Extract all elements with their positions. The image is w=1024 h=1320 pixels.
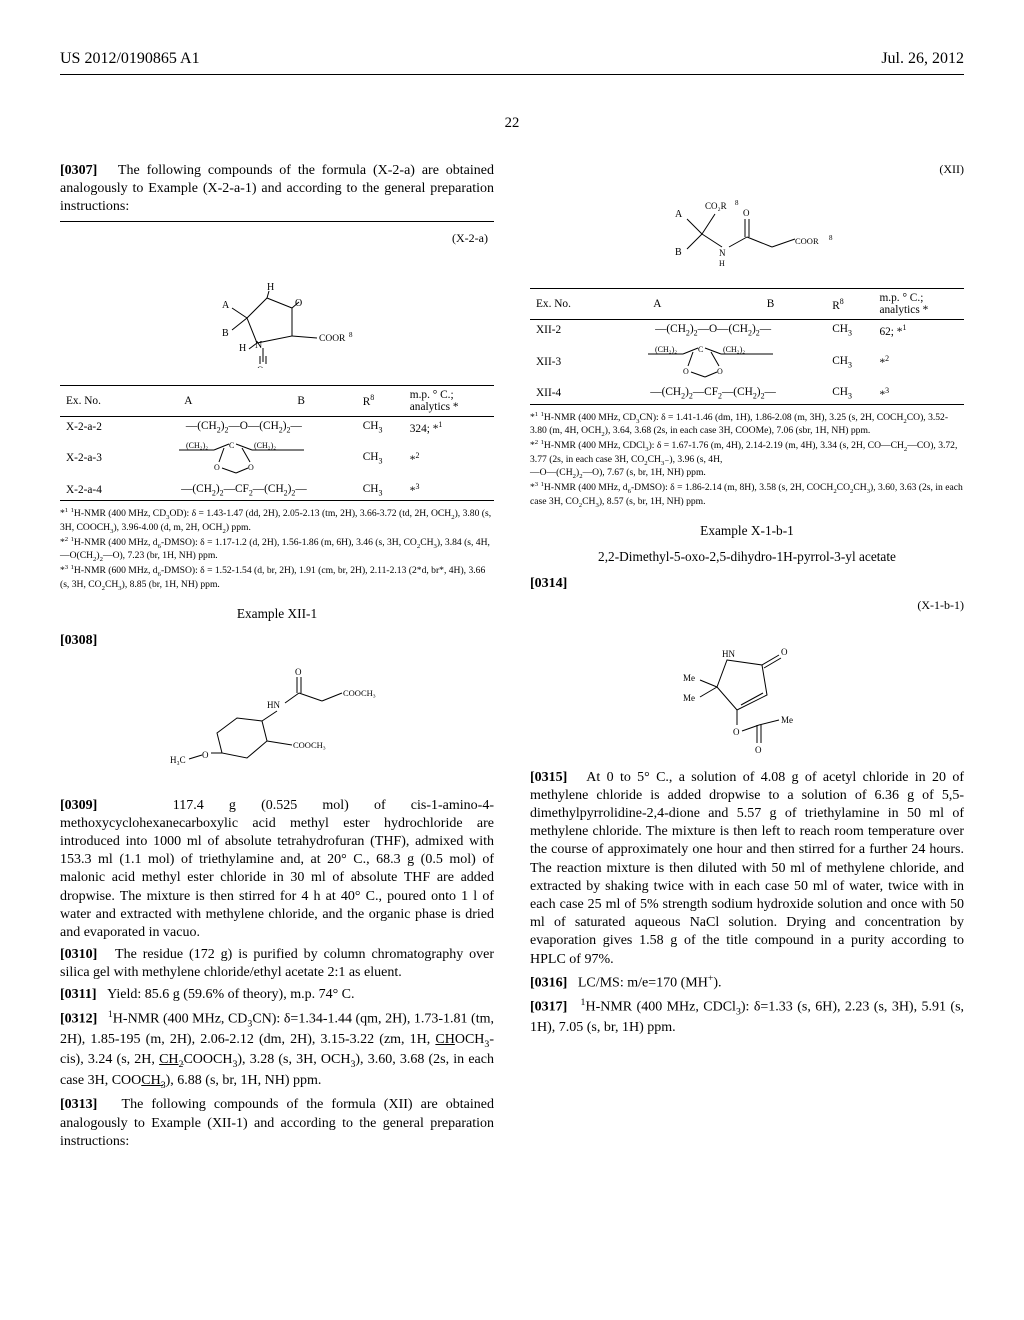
paragraph-0316: [0316] LC/MS: m/e=170 (MH+). xyxy=(530,973,964,993)
svg-text:HN: HN xyxy=(722,649,735,659)
paragraph-0311: [0311] Yield: 85.6 g (59.6% of theory), … xyxy=(60,986,494,1004)
paragraph-0307: [0307] The following compounds of the fo… xyxy=(60,162,494,217)
example-xii1-title: Example XII-1 xyxy=(60,606,494,622)
structure-xii: A B CO₂R 8 N H O xyxy=(530,189,964,278)
th-b: B xyxy=(246,385,357,416)
svg-text:O: O xyxy=(202,750,209,760)
svg-text:8: 8 xyxy=(735,199,739,207)
svg-text:O: O xyxy=(683,367,689,376)
paragraph-0313: [0313] The following compounds of the fo… xyxy=(60,1096,494,1151)
table-xii: Ex. No. A B R8 m.p. ° C.;analytics * XII… xyxy=(530,288,964,405)
cell-ab: —(CH2)2—CF2—(CH2)2— xyxy=(131,479,357,500)
svg-text:H₃C: H₃C xyxy=(170,755,186,765)
cell-mp: *3 xyxy=(404,479,494,500)
svg-text:COOR: COOR xyxy=(795,236,819,246)
svg-text:HN: HN xyxy=(267,700,280,710)
cell-mp: 324; *1 xyxy=(404,416,494,437)
svg-text:8: 8 xyxy=(349,331,353,339)
patent-id: US 2012/0190865 A1 xyxy=(60,50,200,68)
svg-text:O: O xyxy=(214,463,220,472)
two-column-layout: [0307] The following compounds of the fo… xyxy=(60,162,964,1155)
cell-r8: CH3 xyxy=(357,416,404,437)
svg-text:COOCH₃: COOCH₃ xyxy=(293,740,326,750)
svg-text:N: N xyxy=(255,340,262,351)
formula-label-xii: (XII) xyxy=(530,162,964,177)
paragraph-0314: [0314] xyxy=(530,575,964,593)
svg-text:O: O xyxy=(257,365,264,368)
publication-date: Jul. 26, 2012 xyxy=(881,50,964,68)
svg-text:COOCH₃: COOCH₃ xyxy=(343,688,376,698)
svg-text:O: O xyxy=(295,298,302,309)
footnotes-xii: *1 1H-NMR (400 MHz, CD3CN): δ = 1.41-1.4… xyxy=(530,411,964,510)
compound-name-x1b1: 2,2-Dimethyl-5-oxo-2,5-dihydro-1H-pyrrol… xyxy=(530,549,964,565)
paragraph-0308: [0308] xyxy=(60,632,494,650)
cell-r8: CH3 xyxy=(357,479,404,500)
svg-text:A: A xyxy=(675,209,683,220)
footnotes-x2a: *1 1H-NMR (400 MHz, CD3OD): δ = 1.43-1.4… xyxy=(60,507,494,592)
th-mp: m.p. ° C.;analytics * xyxy=(404,385,494,416)
svg-text:H: H xyxy=(267,282,274,293)
svg-text:CO₂R: CO₂R xyxy=(705,201,727,211)
page-header: US 2012/0190865 A1 Jul. 26, 2012 xyxy=(60,50,964,68)
svg-text:8: 8 xyxy=(829,234,833,242)
svg-text:Me: Me xyxy=(683,673,695,683)
svg-text:C: C xyxy=(698,345,703,354)
th-a: A xyxy=(131,385,246,416)
cell-ab: —(CH2)2—O—(CH2)2— xyxy=(131,416,357,437)
paragraph-0312: [0312] 1H-NMR (400 MHz, CD3CN): δ=1.34-1… xyxy=(60,1009,494,1093)
cell-ex: X-2-a-3 xyxy=(60,437,131,479)
svg-text:(CH₂)₂: (CH₂)₂ xyxy=(655,345,677,354)
paragraph-0310: [0310] The residue (172 g) is purified b… xyxy=(60,946,494,982)
svg-text:Me: Me xyxy=(683,693,695,703)
left-column: [0307] The following compounds of the fo… xyxy=(60,162,494,1155)
svg-text:(CH₂)₂: (CH₂)₂ xyxy=(254,441,276,450)
structure-x2a: H H A B N xyxy=(66,258,488,372)
svg-text:H: H xyxy=(239,343,246,354)
svg-text:O: O xyxy=(248,463,254,472)
cell-ab: (CH₂)₂ C (CH₂)₂ O O xyxy=(131,437,357,479)
th-exno: Ex. No. xyxy=(60,385,131,416)
svg-text:O: O xyxy=(743,208,750,218)
cell-ex: X-2-a-2 xyxy=(60,416,131,437)
page-number: 22 xyxy=(60,115,964,132)
svg-text:O: O xyxy=(295,667,302,677)
paragraph-0317: [0317] 1H-NMR (400 MHz, CDCl3): δ=1.33 (… xyxy=(530,997,964,1037)
svg-text:COOR: COOR xyxy=(319,334,346,344)
svg-text:O: O xyxy=(755,745,762,755)
svg-text:O: O xyxy=(717,367,723,376)
svg-text:A: A xyxy=(222,300,230,311)
svg-text:Me: Me xyxy=(781,715,793,725)
example-x1b1-title: Example X-1-b-1 xyxy=(530,523,964,539)
cell-r8: CH3 xyxy=(357,437,404,479)
svg-text:(CH₂)₂: (CH₂)₂ xyxy=(186,441,208,450)
svg-text:B: B xyxy=(222,328,229,339)
svg-text:N: N xyxy=(719,248,726,258)
svg-text:(CH₂)₂: (CH₂)₂ xyxy=(723,345,745,354)
right-column: (XII) A B CO₂R 8 N H xyxy=(530,162,964,1155)
svg-text:C: C xyxy=(229,441,234,450)
cell-mp: *2 xyxy=(404,437,494,479)
structure-x1b1: HN O Me Me O O xyxy=(530,625,964,759)
svg-text:O: O xyxy=(733,727,740,737)
paragraph-0315: [0315] At 0 to 5° C., a solution of 4.08… xyxy=(530,769,964,969)
paragraph-0309: [0309] 117.4 g (0.525 mol) of cis-1-amin… xyxy=(60,797,494,943)
structure-xii1: H₃C O HN O COOCH₃ xyxy=(60,663,494,787)
svg-text:H: H xyxy=(719,259,725,268)
header-rule xyxy=(60,74,964,75)
formula-label-x2a: (X-2-a) xyxy=(66,231,488,246)
th-r8: R8 xyxy=(357,385,404,416)
svg-text:O: O xyxy=(781,647,788,657)
formula-label-x1b1: (X-1-b-1) xyxy=(530,598,964,613)
svg-text:B: B xyxy=(675,247,682,258)
cell-ex: X-2-a-4 xyxy=(60,479,131,500)
formula-x2a-block: (X-2-a) H H A xyxy=(60,221,494,502)
